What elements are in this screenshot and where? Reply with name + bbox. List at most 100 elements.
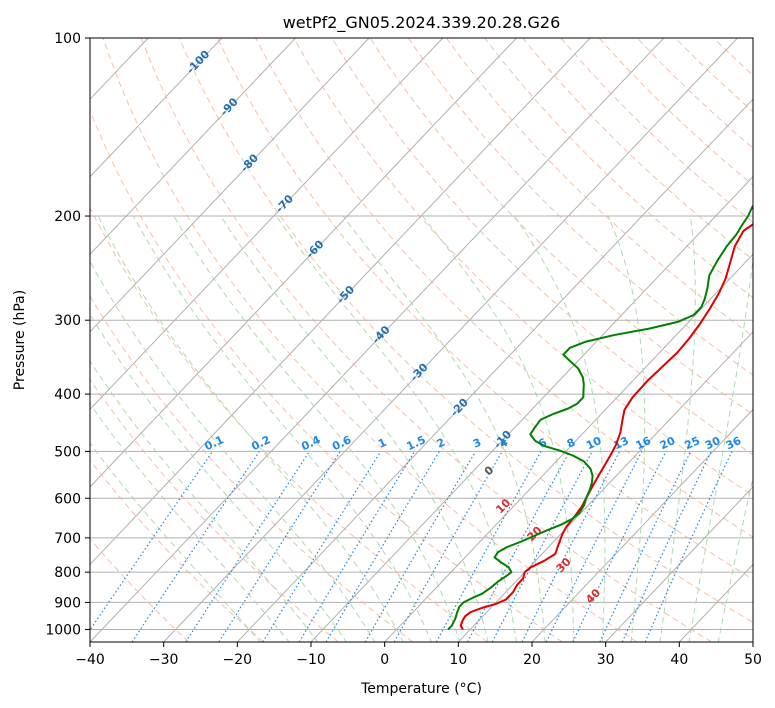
mixing-ratio-label: 20 xyxy=(658,434,678,452)
mixing-ratio-line xyxy=(521,451,621,642)
dry-adiabat-line xyxy=(751,38,753,40)
mixing-ratio-label: 0.6 xyxy=(330,433,353,453)
moist-adiabat-label: 40 xyxy=(583,586,603,606)
moist-adiabat-line xyxy=(717,475,753,642)
mixing-ratio-line xyxy=(393,451,503,642)
mixing-ratio-line xyxy=(218,451,341,642)
isotherm-line xyxy=(90,38,665,642)
y-axis-title: Pressure (hPa) xyxy=(12,290,28,390)
dry-adiabat-line xyxy=(140,38,712,642)
x-tick-label: −20 xyxy=(223,652,253,668)
x-tick-label: 50 xyxy=(744,652,762,668)
temperature-line xyxy=(459,223,753,630)
mixing-ratio-line xyxy=(545,451,643,642)
mixing-ratio-line xyxy=(90,451,214,632)
moist-adiabat-line xyxy=(422,215,575,642)
moist-adiabat-label: 20 xyxy=(525,524,545,544)
mixing-ratio-label: 16 xyxy=(634,434,654,452)
dry-adiabat-line xyxy=(369,38,753,416)
y-axis: 100 200 300 400 500 600 700 800 900 1000 xyxy=(45,31,90,638)
mixing-ratio-label: 13 xyxy=(611,434,630,452)
dry-adiabat-line xyxy=(90,459,264,642)
isotherm-line xyxy=(90,38,591,566)
x-tick-label: 0 xyxy=(380,652,389,668)
mixing-ratio-label: 0.4 xyxy=(299,433,322,453)
mixing-ratio-label: 0.2 xyxy=(249,433,272,453)
dry-adiabat-line xyxy=(102,38,638,642)
mixing-ratio-label: 0.1 xyxy=(203,433,226,453)
y-tick-label: 800 xyxy=(54,565,81,581)
x-tick-label: −10 xyxy=(296,652,326,668)
moist-adiabat-line xyxy=(173,215,461,642)
mixing-ratio-label: 25 xyxy=(683,434,702,452)
mixing-ratio-label: 10 xyxy=(584,434,604,452)
isotherm-line xyxy=(163,38,738,642)
plot-area: -100-90-80-70-60-50-40-30-20-10 0.1 0.2 0.… xyxy=(0,38,753,642)
mixing-ratio-line xyxy=(298,451,416,642)
x-tick-label: 20 xyxy=(523,652,541,668)
y-tick-label: 600 xyxy=(54,491,81,507)
mixing-ratio-line xyxy=(644,451,733,642)
mixing-ratio-line xyxy=(572,451,667,642)
dry-adiabat-line xyxy=(217,38,753,580)
dry-adiabat-line xyxy=(255,38,753,538)
y-tick-label: 1000 xyxy=(45,622,81,638)
mixing-ratio-labels: 0.1 0.2 0.4 0.6 1 1.5 2 3 4 6 8 10 13 16 20 25 30 36 xyxy=(203,433,744,453)
x-tick-label: 10 xyxy=(449,652,467,668)
isotherm-line xyxy=(90,38,296,256)
reference-lines xyxy=(0,38,753,642)
moist-adiabat-line xyxy=(90,360,319,642)
dry-adiabat-line xyxy=(90,378,339,642)
dry-adiabat-line xyxy=(178,38,753,623)
dewpoint-line xyxy=(447,204,753,631)
moist-adiabat-label: 0 xyxy=(482,463,497,478)
isotherm-line xyxy=(457,331,753,642)
moist-adiabat-line xyxy=(275,215,518,642)
isotherm-line xyxy=(605,486,753,642)
y-tick-label: 700 xyxy=(54,531,81,547)
mixing-ratio-label: 36 xyxy=(724,434,744,452)
mixing-ratio-line xyxy=(185,451,310,642)
isotherm-line xyxy=(531,408,753,642)
isotherm-line xyxy=(236,98,753,642)
y-tick-label: 300 xyxy=(54,313,81,329)
x-axis-title: Temperature (°C) xyxy=(360,681,482,697)
moist-adiabat-line xyxy=(659,215,696,642)
x-axis: −40 −30 −20 −10 0 10 20 30 40 50 xyxy=(75,642,762,668)
chart-title: wetPf2_GN05.2024.339.20.28.G26 xyxy=(283,13,561,33)
moist-adiabat-line xyxy=(342,215,546,642)
moist-adiabat-line xyxy=(688,254,753,642)
profile-series xyxy=(447,204,753,631)
x-tick-label: −30 xyxy=(149,652,179,668)
mixing-ratio-label: 30 xyxy=(703,434,723,452)
dry-adiabat-line xyxy=(90,109,563,642)
plot-frame xyxy=(89,37,754,643)
y-tick-label: 900 xyxy=(54,595,81,611)
moist-adiabat-line xyxy=(90,313,347,642)
mixing-ratio-label: 2 xyxy=(435,436,447,451)
moist-adiabat-line xyxy=(97,215,404,642)
isotherm-line xyxy=(0,38,1,642)
isotherm-line xyxy=(384,253,753,642)
isotherm-line xyxy=(752,641,753,642)
moist-adiabat-label: 10 xyxy=(493,496,513,516)
dry-adiabat-line xyxy=(713,38,753,76)
y-tick-label: 200 xyxy=(54,209,81,225)
mixing-ratio-line xyxy=(435,451,542,642)
dry-adiabat-line xyxy=(90,295,414,642)
isotherm-line xyxy=(90,38,370,333)
mixing-ratio-line xyxy=(364,451,477,642)
dry-adiabat-line xyxy=(407,38,753,376)
moist-adiabat-line xyxy=(513,215,606,642)
x-tick-label: 40 xyxy=(670,652,688,668)
y-tick-label: 400 xyxy=(54,387,81,403)
isotherm-line xyxy=(678,563,753,642)
y-tick-label: 100 xyxy=(54,31,81,47)
dry-adiabat-line xyxy=(90,206,488,642)
x-tick-label: −40 xyxy=(75,652,105,668)
mixing-ratio-line xyxy=(599,451,692,642)
moist-adiabat-line xyxy=(132,215,432,642)
dry-adiabat-line xyxy=(636,38,753,149)
